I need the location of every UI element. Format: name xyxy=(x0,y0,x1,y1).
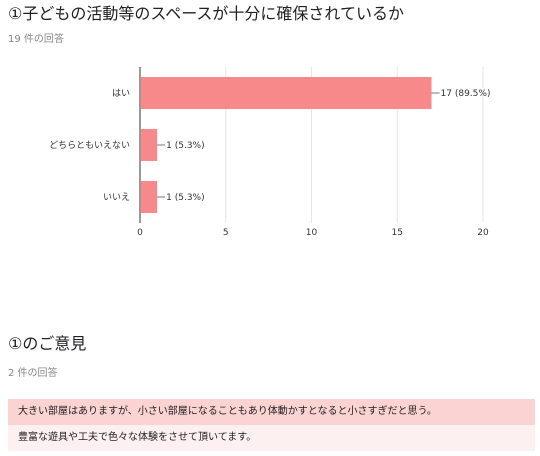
value-label: 1 (5.3%) xyxy=(166,193,204,203)
bar xyxy=(141,181,158,213)
bar xyxy=(141,129,158,161)
answer-item: 大きい部屋はありますが、小さい部屋になることもあり体動かすとなると小さすぎだと思… xyxy=(8,399,535,425)
value-label: 17 (89.5%) xyxy=(441,89,491,99)
x-tick-label: 15 xyxy=(392,228,403,238)
answer-item: 豊富な遊具や工夫で色々な体験をさせて頂いてます。 xyxy=(8,425,535,451)
answer-list: 大きい部屋はありますが、小さい部屋になることもあり体動かすとなると小さすぎだと思… xyxy=(8,399,535,451)
bar-chart: 0 5 10 15 20 はい 17 (89.5%) どちらともいえない 1 (5.3%) いいえ… xyxy=(49,67,491,238)
question-1-response-count: 19 件の回答 xyxy=(8,34,64,45)
category-label: はい xyxy=(112,88,130,99)
question-1-title: ①子どもの活動等のスペースが十分に確保されているか xyxy=(8,4,404,23)
x-tick-label: 10 xyxy=(306,228,318,238)
x-tick-label: 5 xyxy=(223,228,229,238)
question-2-title: ①のご意見 xyxy=(8,334,87,353)
value-label: 1 (5.3%) xyxy=(166,141,204,151)
bar xyxy=(141,77,432,109)
x-tick-label: 0 xyxy=(137,228,143,238)
category-label: いいえ xyxy=(103,192,130,203)
category-label: どちらともいえない xyxy=(49,140,130,151)
x-tick-label: 20 xyxy=(477,228,489,238)
question-2-response-count: 2 件の回答 xyxy=(8,368,58,379)
